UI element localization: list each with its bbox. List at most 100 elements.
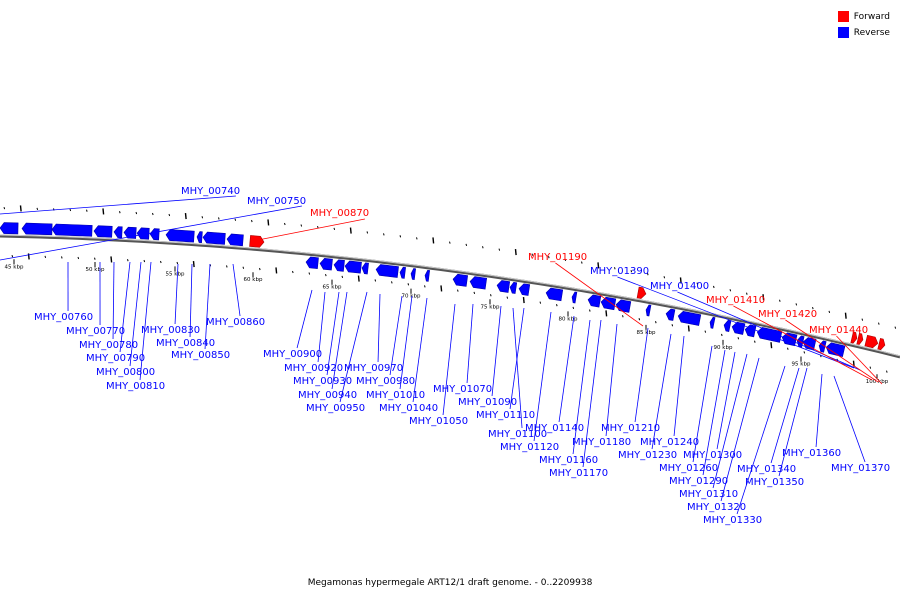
forward-swatch-icon [838,11,849,22]
gene-label: MHY_00830 [141,325,200,336]
gene-label: MHY_01410 [706,295,765,306]
lower-tick-mark [392,281,393,283]
gene-label: MHY_00930 [293,376,352,387]
gene-label: MHY_01370 [831,463,890,474]
upper-tick-mark [895,327,896,329]
gene-leader-line [233,264,240,316]
reverse-gene-arrow [571,292,577,304]
lower-tick-mark [243,267,244,269]
lower-tick-mark [722,334,723,336]
reverse-gene-arrow [227,234,244,246]
lower-tick-mark [441,285,442,291]
gene-leader-line [534,312,551,441]
upper-tick-mark [219,217,220,219]
gene-label: MHY_00760 [34,312,93,323]
lower-tick-mark [639,318,640,320]
gene-leader-line [652,334,671,449]
lower-tick-mark [557,304,558,306]
upper-tick-mark [334,228,335,230]
gene-label: MHY_00860 [206,317,265,328]
lower-tick-mark [524,297,525,303]
gene-leader-line [467,304,473,383]
lower-tick-mark [260,268,261,270]
reverse-gene-arrow [469,276,486,289]
gene-label: MHY_01210 [601,423,660,434]
kbp-tick-label: 75 kbp [481,304,500,310]
upper-tick-mark [862,319,863,321]
upper-tick-mark [516,249,517,255]
gene-label: MHY_01040 [379,403,438,414]
legend-forward: Forward [838,9,890,24]
kbp-tick-label: 100 kbp [866,379,889,385]
lower-tick-mark [408,283,409,285]
reverse-gene-arrow [452,274,467,287]
reverse-gene-arrow [723,320,731,332]
upper-tick-mark [37,208,38,210]
reverse-gene-arrow [375,264,398,278]
gene-label: MHY_00750 [247,196,306,207]
upper-tick-mark [483,246,484,248]
gene-leader-line [378,294,380,362]
gene-label: MHY_01120 [500,442,559,453]
reverse-gene-arrow [150,228,160,240]
lower-tick-mark [788,348,789,350]
upper-tick-mark [4,207,5,209]
gene-label: MHY_00980 [356,376,415,387]
gene-label: MHY_01090 [458,397,517,408]
gene-leader-line [559,316,574,422]
reverse-gene-arrow [114,226,123,237]
gene-leader-line [674,336,684,436]
kbp-tick-label: 65 kbp [323,285,342,291]
upper-tick-mark [879,323,880,325]
gene-label: MHY_00840 [156,338,215,349]
lower-tick-mark [375,279,376,281]
gene-label: MHY_01010 [366,390,425,401]
gene-label: MHY_01190 [528,252,587,263]
upper-tick-mark [417,237,418,239]
kbp-tick-label: 50 kbp [86,267,105,273]
reverse-gene-arrow [333,259,344,271]
reverse-gene-arrow [545,287,563,300]
gene-label: MHY_01360 [782,448,841,459]
lower-tick-mark [656,321,657,323]
lower-tick-mark [45,256,46,258]
upper-tick-mark [186,213,187,219]
gene-label: MHY_00940 [298,390,357,401]
gene-label: MHY_01400 [650,281,709,292]
upper-tick-mark [202,216,203,218]
gene-label: MHY_01070 [433,384,492,395]
lower-tick-mark [491,294,492,296]
upper-tick-mark [153,213,154,215]
lower-tick-mark [590,310,591,312]
upper-tick-mark [70,209,71,211]
forward-gene-arrow [878,338,886,350]
reverse-gene-arrow [424,270,429,281]
upper-tick-mark [780,300,781,302]
kbp-tick-label: 60 kbp [244,277,263,283]
gene-label: MHY_01290 [669,476,728,487]
reverse-swatch-icon [838,27,849,38]
gene-leader-line [205,264,210,349]
reverse-gene-arrow [197,231,203,242]
lower-tick-mark [161,261,162,263]
lower-tick-mark [606,310,607,316]
gene-label: MHY_00770 [66,326,125,337]
gene-label: MHY_01330 [703,515,762,526]
lower-tick-mark [309,273,310,275]
reverse-gene-arrow [319,258,332,270]
gene-label: MHY_01230 [618,450,677,461]
legend-reverse-label: Reverse [854,28,890,38]
forward-gene-arrow [637,287,647,299]
reverse-gene-arrow [94,225,112,237]
gene-label: MHY_00810 [106,381,165,392]
gene-leader-line [0,196,236,214]
upper-tick-mark [499,249,500,251]
upper-tick-mark [21,205,22,211]
kbp-tick-label: 45 kbp [5,264,24,270]
gene-leader-line [120,262,130,352]
lower-tick-mark [29,253,30,259]
lower-tick-mark [227,265,228,267]
reverse-gene-arrow [665,308,675,320]
reverse-gene-arrow [399,267,405,279]
gene-leader-line [510,308,524,409]
